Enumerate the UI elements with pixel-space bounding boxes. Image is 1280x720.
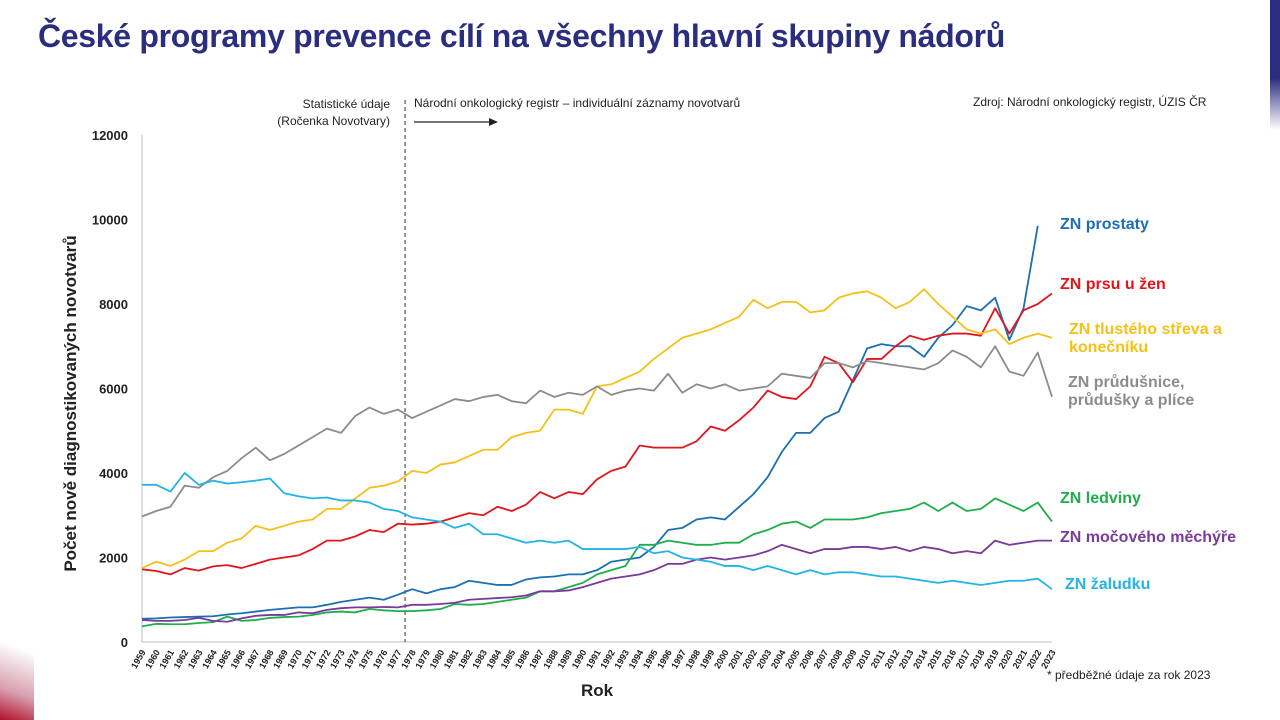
- series-line-mechyr: [141, 539, 1052, 623]
- statistical-data-note-line1: Statistické údaje: [302, 97, 390, 111]
- corner-accent-left: [0, 600, 34, 720]
- registry-arrow-head: [489, 118, 498, 126]
- series-label-ledviny: ZN ledviny: [1060, 490, 1141, 507]
- y-tick-label: 12000: [92, 128, 128, 143]
- statistical-data-note-line2: (Ročenka Novotvary): [277, 114, 390, 128]
- series-line-prs: [141, 292, 1053, 576]
- page-title: České programy prevence cílí na všechny …: [38, 18, 1005, 54]
- footnote: * předběžné údaje za rok 2023: [1047, 668, 1211, 682]
- registry-note: Národní onkologický registr – individuál…: [414, 96, 741, 110]
- series-label-plice: ZN průdušnice, průdušky a plíce: [1068, 374, 1194, 409]
- series-line-zaludek: [142, 472, 1053, 590]
- y-axis-label: Počet nově diagnostikovaných novotvarů: [61, 235, 80, 571]
- series-label-mechyr: ZN močového měchýře: [1060, 529, 1236, 546]
- series-label-prs: ZN prsu u žen: [1060, 276, 1166, 293]
- y-tick-label: 0: [121, 635, 128, 650]
- series-label-zaludek: ZN žaludku: [1065, 576, 1150, 593]
- series-label-strevo: ZN tlustého střeva a konečníku: [1069, 321, 1222, 356]
- statistical-data-note: Statistické údaje (Ročenka Novotvary): [258, 96, 390, 130]
- x-tick-label: 2010: [854, 648, 873, 670]
- source-note: Zdroj: Národní onkologický registr, ÚZIS…: [973, 95, 1207, 109]
- corner-accent-right: [1270, 0, 1280, 130]
- series-line-strevo: [141, 288, 1053, 569]
- series-line-prostata: [141, 225, 1039, 620]
- y-tick-label: 10000: [92, 213, 128, 228]
- y-tick-label: 8000: [99, 297, 128, 312]
- x-axis-label: Rok: [581, 681, 614, 700]
- y-tick-label: 4000: [99, 466, 128, 481]
- y-tick-label: 2000: [99, 551, 128, 566]
- x-tick-label: 2023: [1039, 648, 1058, 670]
- y-tick-label: 6000: [99, 382, 128, 397]
- series-line-plice: [141, 345, 1053, 518]
- series-line-ledviny: [141, 497, 1053, 628]
- series-label-prostata: ZN prostaty: [1060, 216, 1149, 233]
